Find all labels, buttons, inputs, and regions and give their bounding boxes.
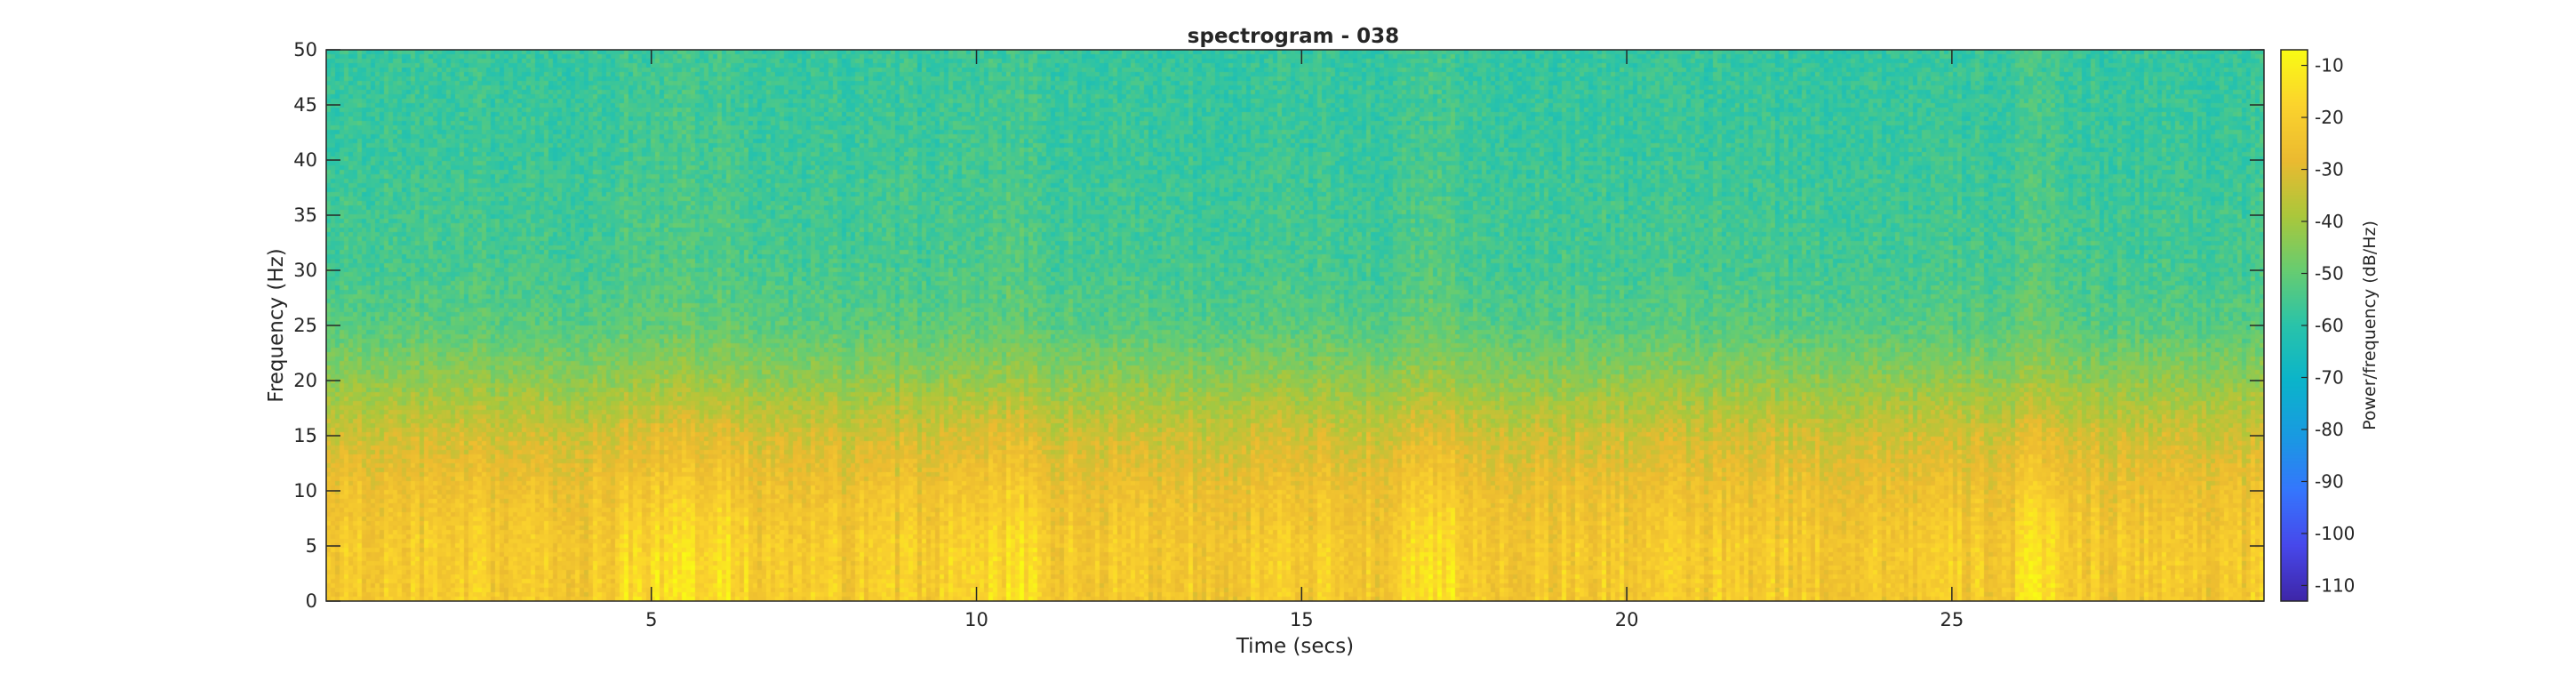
y-tick-label: 50	[293, 39, 317, 60]
y-tick-label: 35	[293, 205, 317, 226]
colorbar-tick-label: -110	[2315, 574, 2355, 596]
colorbar-tick-label: -50	[2315, 263, 2344, 285]
colorbar-tick-label: -100	[2315, 523, 2355, 544]
x-tick-label: 10	[964, 609, 988, 630]
colorbar: -10 -20 -30 -40 -50 -60 -70 -80 -90 -100 -110 Powe…	[2280, 49, 2380, 602]
colorbar-tick-label: -80	[2315, 419, 2344, 440]
colorbar-tick-label: -70	[2315, 366, 2344, 388]
y-axis-label: Frequency (Hz)	[265, 248, 288, 402]
colorbar-tick-label: -20	[2315, 107, 2344, 128]
colorbar-tick-label: -90	[2315, 470, 2344, 492]
y-tick-label: 10	[293, 480, 317, 501]
y-tick-label: 5	[306, 535, 317, 557]
colorbar-label: Power/frequency (dB/Hz)	[2360, 221, 2380, 430]
x-tick-label: 20	[1615, 609, 1639, 630]
plot-area	[325, 49, 2265, 602]
y-axis: 0 5 10 15 20 25 30 35 40 45 50	[293, 39, 2264, 612]
spectrogram-heatmap	[326, 50, 2264, 601]
colorbar-tick-label: -40	[2315, 211, 2344, 232]
chart-title: spectrogram - 038	[1188, 25, 1399, 48]
y-tick-label: 45	[293, 94, 317, 116]
x-tick-label: 15	[1290, 609, 1314, 630]
y-tick-label: 25	[293, 315, 317, 336]
x-tick-label: 25	[1940, 609, 1964, 630]
x-axis-label: Time (secs)	[1236, 635, 1354, 658]
y-tick-label: 0	[306, 590, 317, 612]
colorbar-tick-label: -30	[2315, 159, 2344, 181]
colorbar-tick-label: -60	[2315, 315, 2344, 336]
y-tick-label: 40	[293, 149, 317, 171]
colorbar-tick-label: -10	[2315, 55, 2344, 76]
x-axis: 5 10 15 20 25	[645, 50, 1964, 630]
colorbar-ticks: -10 -20 -30 -40 -50 -60 -70 -80 -90 -100 -110	[2301, 55, 2355, 596]
y-tick-label: 20	[293, 370, 317, 391]
y-tick-label: 15	[293, 425, 317, 446]
y-tick-label: 30	[293, 260, 317, 281]
x-tick-label: 5	[645, 609, 657, 630]
